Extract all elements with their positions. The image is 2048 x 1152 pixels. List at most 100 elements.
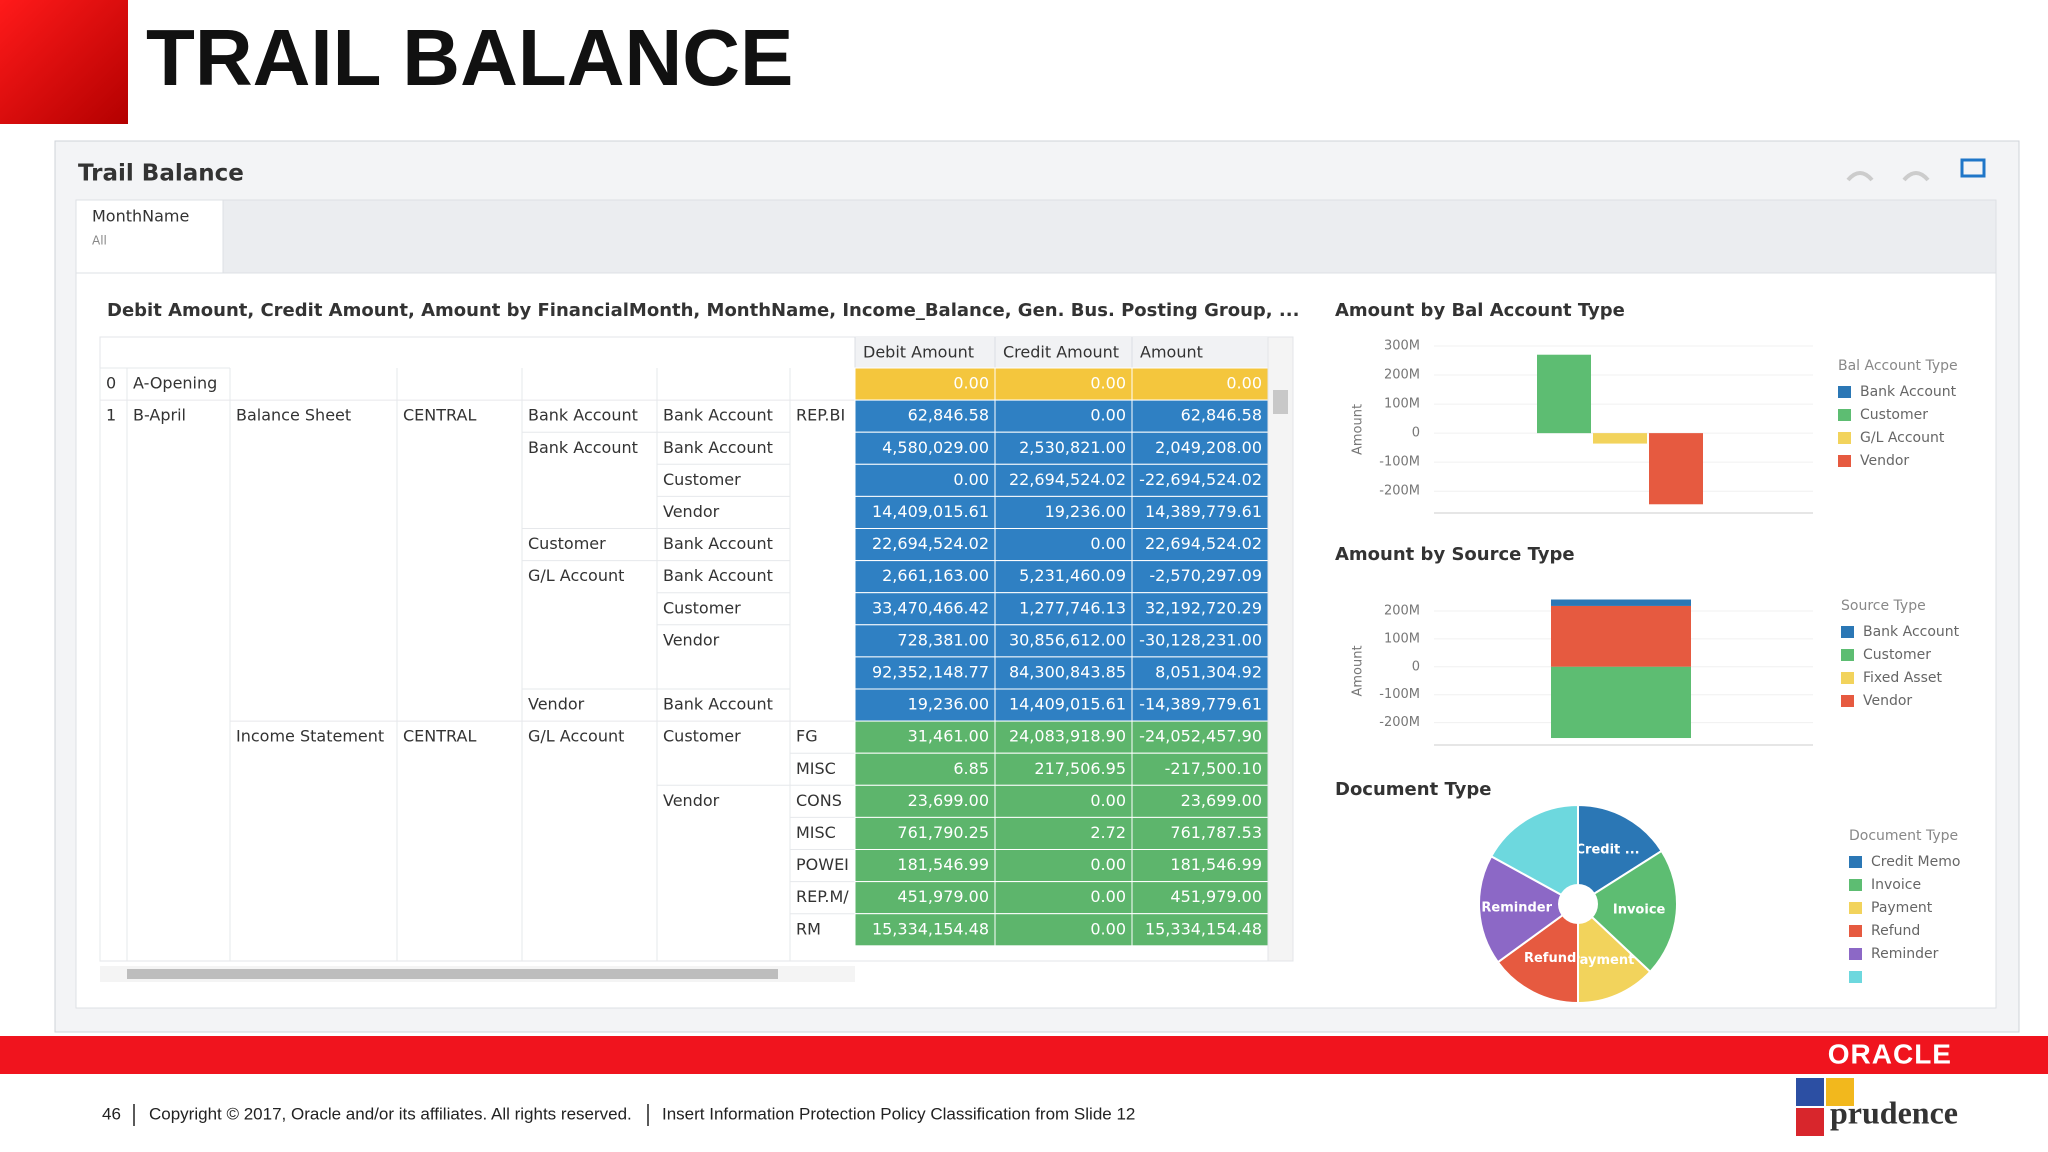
legend-swatch	[1841, 649, 1854, 661]
dimension-cell: Customer	[663, 727, 741, 746]
dimension-cell: Income Statement	[236, 727, 384, 746]
legend-swatch	[1849, 948, 1862, 960]
amount-cell	[1131, 816, 1269, 851]
dimension-cell: Bank Account	[663, 534, 773, 553]
pie-slice	[1577, 803, 1663, 906]
amount-cell	[1131, 881, 1269, 915]
amount-cell	[854, 463, 996, 497]
legend-swatch	[1841, 672, 1854, 684]
dimension-cell: Bank Account	[663, 695, 773, 714]
legend-label: Vendor	[1860, 453, 1909, 469]
legend-swatch	[1849, 856, 1862, 868]
logo-square	[1826, 1078, 1854, 1106]
amount-value: 0.00	[1090, 791, 1126, 810]
amount-value: 14,409,015.61	[872, 502, 989, 521]
bar-segment	[1551, 605, 1691, 667]
legend-label: Fixed Asset	[1863, 670, 1943, 686]
chart-title: Amount by Bal Account Type	[1335, 300, 1625, 321]
dimension-cell: Bank Account	[663, 566, 773, 585]
dimension-cell: Customer	[528, 534, 606, 553]
brand: prudence	[1830, 1094, 1958, 1130]
amount-value: 6.85	[953, 759, 989, 778]
legend-label: Payment	[1871, 900, 1933, 916]
red-block	[0, 0, 128, 124]
dimension-cell: MISC	[796, 759, 836, 778]
legend-label: Vendor	[1863, 693, 1912, 709]
chart-title: Amount by Source Type	[1335, 544, 1575, 565]
amount-value: 22,694,524.02	[872, 534, 989, 553]
amount-cell	[1131, 752, 1269, 786]
amount-value: 2.72	[1090, 823, 1126, 842]
footer-band	[0, 1036, 2048, 1074]
prudence-logo: prudence	[1796, 1078, 1958, 1136]
amount-value: 92,352,148.77	[872, 662, 989, 681]
dimension-cell: Vendor	[663, 502, 720, 521]
legend-label: Customer	[1860, 407, 1928, 423]
dimension-cell: Bank Account	[663, 438, 773, 457]
filter-box[interactable]	[75, 199, 224, 274]
redo-icon[interactable]	[1902, 171, 1930, 182]
dimension-cell: 1	[106, 406, 116, 425]
amount-value: 22,694,524.02	[1009, 470, 1126, 489]
amount-value: -30,128,231.00	[1139, 630, 1262, 649]
amount-cell	[1131, 399, 1269, 433]
column-header: Amount	[1140, 343, 1203, 362]
amount-value: 14,409,015.61	[1009, 695, 1126, 714]
legend-swatch	[1841, 626, 1854, 638]
undo-icon[interactable]	[1846, 171, 1874, 182]
pie-slice	[1576, 849, 1678, 974]
dimension-cell: Customer	[663, 598, 741, 617]
amount-cell	[1131, 528, 1269, 562]
y-tick-label: 200M	[1384, 603, 1420, 618]
v-scroll-thumb[interactable]	[1273, 390, 1288, 414]
page-number: 46	[102, 1104, 121, 1123]
present-icon[interactable]	[1960, 158, 1986, 178]
legend-swatch	[1849, 971, 1862, 983]
amount-value: 217,506.95	[1034, 759, 1126, 778]
legend-label: Refund	[1871, 923, 1920, 939]
oracle-logo: ORACLE	[1828, 1038, 1952, 1069]
y-tick-label: 100M	[1384, 631, 1420, 646]
dimension-cell: Bank Account	[528, 406, 638, 425]
amount-value: 62,846.58	[908, 406, 989, 425]
amount-value: 0.00	[1090, 887, 1126, 906]
legend-swatch	[1838, 432, 1851, 444]
amount-value: 2,530,821.00	[1019, 438, 1126, 457]
slice-label: Reminder	[1481, 900, 1552, 915]
slice-label: Invoice	[1613, 902, 1666, 917]
amount-value: 19,236.00	[1045, 502, 1126, 521]
legend-swatch	[1849, 925, 1862, 937]
legend-label: Bank Account	[1863, 624, 1960, 640]
amount-value: 0.00	[1090, 919, 1126, 938]
amount-cell	[994, 431, 1133, 465]
amount-value: 181,546.99	[1170, 855, 1262, 874]
amount-value: 5,231,460.09	[1019, 566, 1126, 585]
amount-cell	[1131, 624, 1269, 658]
dimension-cell: Customer	[663, 470, 741, 489]
amount-cell	[994, 784, 1133, 818]
legend-swatch	[1838, 409, 1851, 421]
donut-hole	[1558, 884, 1598, 924]
toolbar	[1846, 158, 1986, 182]
amount-cell	[994, 913, 1133, 947]
y-tick-label: 200M	[1384, 368, 1420, 383]
v-scrollbar	[1267, 336, 1294, 962]
amount-cell	[1131, 367, 1269, 401]
column-header: Debit Amount	[863, 343, 974, 362]
h-scroll-thumb[interactable]	[127, 969, 778, 979]
amount-cell	[854, 367, 996, 401]
amount-value: 30,856,612.00	[1009, 630, 1126, 649]
amount-value: 0.00	[1090, 534, 1126, 553]
y-axis-label: Amount	[1351, 645, 1366, 696]
amount-cell	[994, 816, 1133, 851]
slide-title: TRAIL BALANCE	[146, 13, 793, 102]
legend-label: Invoice	[1871, 877, 1921, 893]
dimension-cell: REP.M/	[796, 887, 849, 906]
amount-cell	[994, 720, 1133, 754]
dimension-cell: MISC	[796, 823, 836, 842]
amount-value: 23,699.00	[1181, 791, 1262, 810]
slice-label: Payment	[1570, 953, 1634, 968]
pie-slice	[1577, 901, 1652, 1005]
amount-value: 728,381.00	[897, 630, 989, 649]
amount-value: 451,979.00	[897, 887, 989, 906]
